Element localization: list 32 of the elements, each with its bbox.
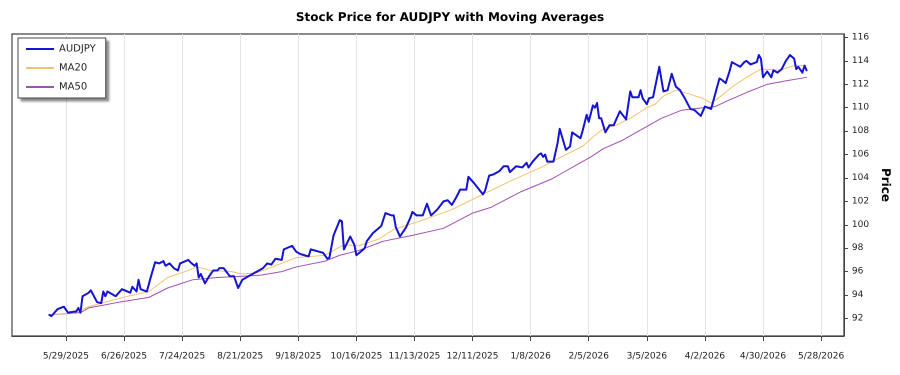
y-tick-label: 102 [852, 196, 870, 206]
y-axis-title: Price [879, 168, 893, 202]
x-tick-label: 7/24/2025 [159, 352, 206, 362]
x-tick-label: 5/28/2026 [798, 352, 844, 362]
x-tick-label: 11/13/2025 [388, 352, 440, 362]
y-tick-label: 108 [852, 126, 870, 136]
x-tick-label: 3/5/2026 [626, 352, 668, 362]
y-tick-label: 112 [852, 79, 870, 90]
y-tick-label: 114 [852, 56, 870, 66]
y-tick-label: 98 [852, 243, 864, 254]
x-tick-label: 4/2/2026 [684, 352, 726, 362]
y-tick-label: 96 [852, 266, 864, 277]
chart-title: Stock Price for AUDJPY with Moving Averages [296, 10, 604, 24]
y-tick-label: 116 [852, 32, 870, 43]
y-tick-label: 110 [852, 102, 870, 113]
x-tick-label: 8/21/2025 [217, 352, 264, 362]
x-tick-label: 2/5/2026 [568, 352, 610, 362]
x-tick-label: 4/30/2026 [740, 352, 786, 362]
x-tick-label: 9/18/2025 [275, 352, 322, 362]
legend-label: AUDJPY [59, 44, 97, 54]
y-tick-label: 94 [852, 290, 864, 300]
legend-label: MA20 [59, 62, 88, 74]
x-tick-label: 10/16/2025 [330, 352, 382, 362]
x-tick-label: 12/11/2025 [446, 352, 499, 362]
y-tick-label: 106 [852, 150, 870, 160]
x-tick-label: 1/8/2026 [510, 352, 552, 362]
y-tick-label: 92 [852, 313, 864, 324]
y-tick-label: 100 [852, 220, 870, 230]
x-tick-label: 6/26/2025 [100, 352, 148, 362]
y-tick-label: 104 [852, 172, 870, 183]
x-tick-label: 5/29/2025 [42, 352, 90, 362]
legend-label: MA50 [59, 82, 88, 92]
